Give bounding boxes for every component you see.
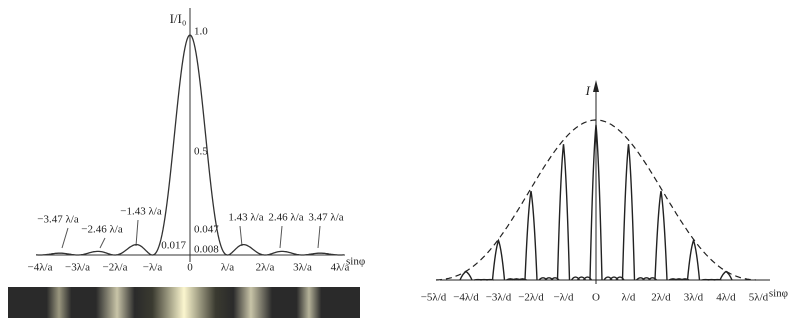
annotation: −2.46 λ/a bbox=[81, 224, 123, 236]
x-tick-label: 5λ/d bbox=[749, 292, 769, 304]
axis-label: I/I₀ bbox=[170, 11, 187, 26]
x-tick-label: −3λ/a bbox=[65, 262, 90, 274]
annotation: 3.47 λ/a bbox=[308, 212, 343, 224]
x-tick-label: −3λ/d bbox=[486, 292, 512, 304]
tick-label: 0.5 bbox=[194, 146, 208, 158]
x-tick-label: −4λ/a bbox=[28, 262, 53, 274]
fringe-pattern bbox=[8, 287, 360, 318]
x-tick-label: λ/d bbox=[622, 292, 636, 304]
axis-label: I bbox=[585, 83, 591, 98]
x-tick-label: 0 bbox=[187, 262, 193, 274]
x-tick-label: λ/a bbox=[221, 262, 234, 274]
x-tick-label: −4λ/d bbox=[453, 292, 479, 304]
x-tick-label: 2λ/a bbox=[256, 262, 275, 274]
arrow bbox=[593, 80, 599, 92]
x-tick-label: −2λ/d bbox=[518, 292, 544, 304]
page: I/I₀ 1.0 0.5 0.047 0.017 0.008 sinφ −3.4… bbox=[0, 0, 789, 326]
x-tick-label: 3λ/d bbox=[684, 292, 704, 304]
leader bbox=[240, 226, 242, 246]
x-tick-label: −λ/d bbox=[553, 292, 574, 304]
x-labels: −4λ/a −3λ/a −2λ/a −λ/a 0 λ/a 2λ/a 3λ/a 4λ/a bbox=[28, 262, 350, 274]
annotation: −1.43 λ/a bbox=[120, 206, 162, 218]
annotation: 2.46 λ/a bbox=[268, 212, 303, 224]
tick-label: 0.008 bbox=[194, 244, 219, 256]
leader bbox=[100, 238, 105, 248]
x-tick-label: 4λ/d bbox=[716, 292, 736, 304]
x-tick-label: 3λ/a bbox=[293, 262, 312, 274]
leader bbox=[318, 226, 320, 248]
tick-label: 0.047 bbox=[194, 224, 219, 236]
x-tick-label: 2λ/d bbox=[651, 292, 671, 304]
tick-label: 0.017 bbox=[161, 240, 186, 252]
x-axis-label: sinφ bbox=[769, 288, 788, 300]
x-tick-label: −2λ/a bbox=[103, 262, 128, 274]
x-tick-label: −5λ/d bbox=[421, 292, 447, 304]
x-tick-label: −λ/a bbox=[143, 262, 163, 274]
leader bbox=[136, 220, 138, 246]
x-tick-label: 4λ/a bbox=[331, 262, 350, 274]
x-tick-label: O bbox=[592, 292, 600, 304]
leader bbox=[62, 228, 68, 248]
annotation: −3.47 λ/a bbox=[37, 214, 79, 226]
leader bbox=[280, 226, 282, 248]
tick-label: 1.0 bbox=[194, 26, 208, 38]
annotation: 1.43 λ/a bbox=[228, 212, 263, 224]
